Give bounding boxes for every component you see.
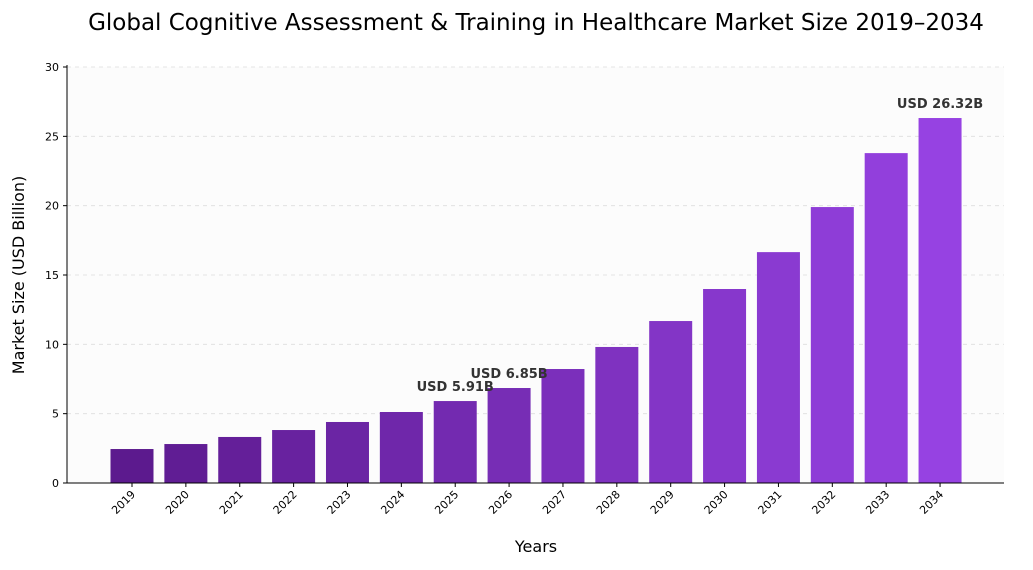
x-tick-label: 2034 [917,488,946,517]
x-tick-label: 2029 [648,488,677,517]
bar-2028 [595,346,639,483]
bar-2034 [918,118,962,484]
data-label: USD 26.32B [897,97,983,112]
bar-2023 [325,421,369,483]
bar-2033 [864,153,908,483]
x-tick-label: 2022 [271,488,300,517]
y-tick-label: 20 [45,200,59,213]
x-tick-label: 2021 [217,488,246,517]
bar-2021 [218,436,262,483]
y-tick-label: 5 [52,408,59,421]
data-label: USD 6.85B [470,367,547,382]
bar-2024 [379,412,423,483]
bar-2031 [756,252,800,483]
y-tick-label: 10 [45,338,59,351]
y-tick-label: 25 [45,130,59,143]
x-tick-label: 2020 [163,488,192,517]
x-tick-label: 2027 [540,488,569,517]
bar-2019 [110,449,154,483]
bar-2025 [433,401,477,483]
bar-2022 [272,430,316,483]
y-tick-label: 15 [45,269,59,282]
data-label: USD 5.91B [417,380,494,395]
x-tick-label: 2025 [432,488,461,517]
x-tick-label: 2031 [756,488,785,517]
bar-2032 [810,207,854,483]
x-tick-label: 2028 [594,488,623,517]
chart-title: Global Cognitive Assessment & Training i… [88,10,984,36]
x-tick-label: 2024 [378,488,407,517]
x-tick-label: 2032 [809,488,838,517]
x-axis-label: Years [514,537,557,556]
x-tick-label: 2030 [702,488,731,517]
y-tick-label: 0 [52,477,59,490]
x-tick-label: 2033 [863,488,892,517]
bar-2030 [703,289,747,483]
plot-area [67,67,1004,483]
bar-2027 [541,369,585,483]
bar-2026 [487,388,531,483]
x-tick-label: 2026 [486,488,515,517]
x-tick-label: 2019 [109,488,138,517]
y-tick-label: 30 [45,61,59,74]
x-tick-label: 2023 [325,488,354,517]
y-axis-label: Market Size (USD Billion) [9,176,28,374]
bar-2020 [164,444,208,483]
bar-2029 [649,321,693,483]
